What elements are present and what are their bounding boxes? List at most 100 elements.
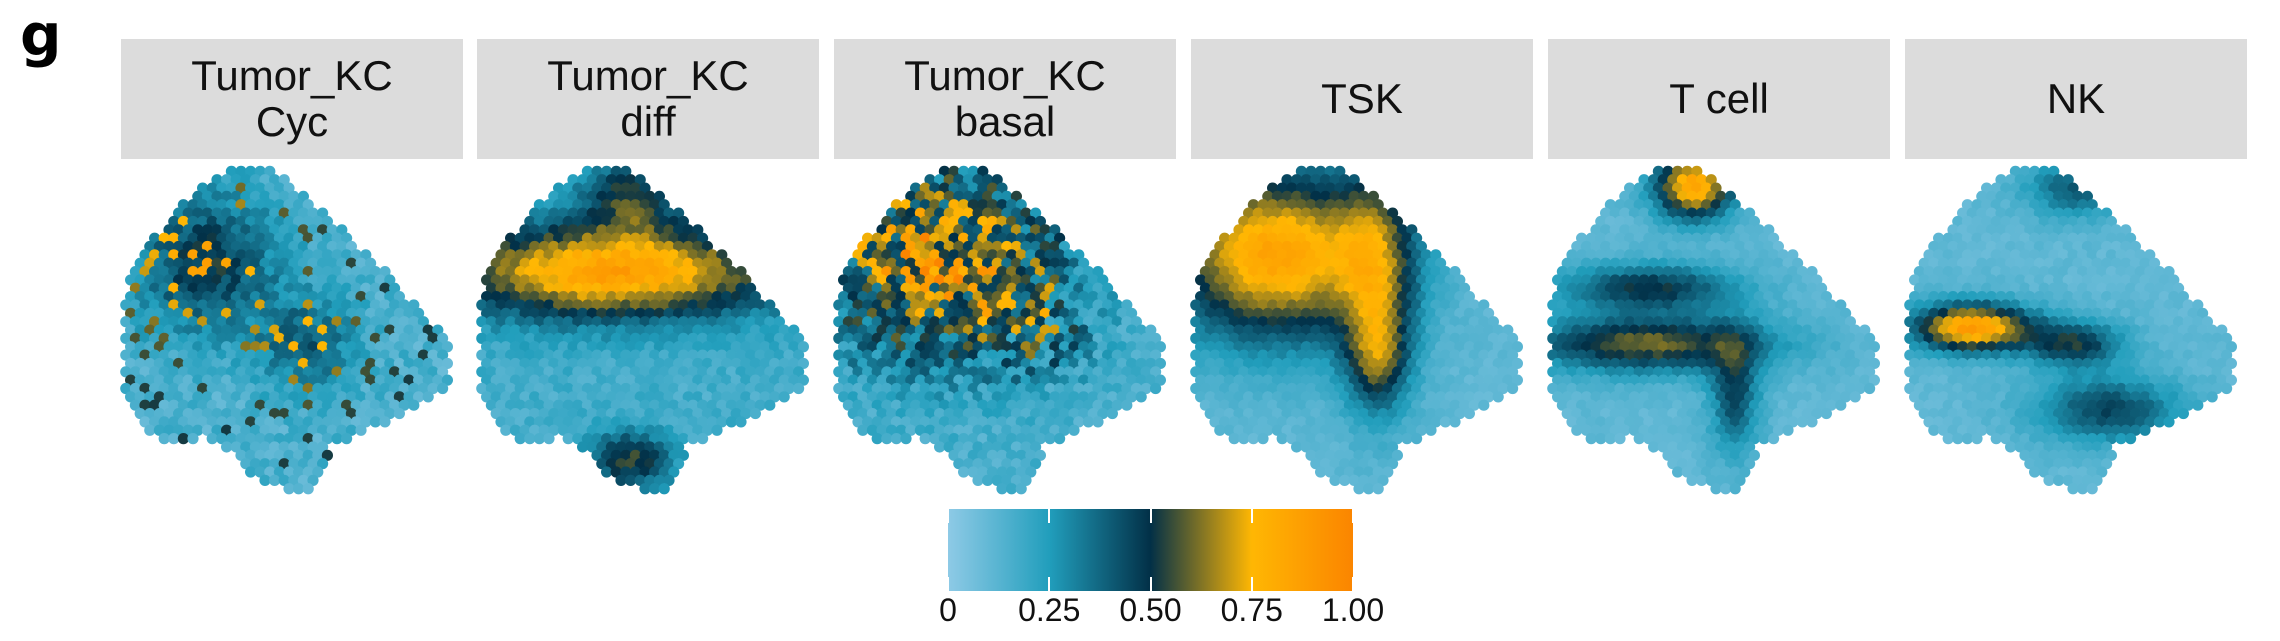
spot xyxy=(1739,382,1751,395)
spot xyxy=(1976,190,1988,203)
facet-header-tumor-kc-cyc: Tumor_KC Cyc xyxy=(121,39,463,159)
spot xyxy=(1734,374,1746,386)
spot xyxy=(177,416,189,428)
spot xyxy=(1444,291,1456,303)
spot xyxy=(553,316,565,328)
spot xyxy=(1291,190,1303,203)
spot xyxy=(1199,282,1211,294)
spot xyxy=(1252,391,1264,403)
spot xyxy=(1576,332,1588,344)
spot xyxy=(658,466,670,478)
spot xyxy=(1329,307,1341,319)
spot xyxy=(692,324,704,336)
spot xyxy=(982,307,994,319)
spot xyxy=(221,190,233,203)
spot xyxy=(591,399,603,411)
spot xyxy=(1580,407,1592,420)
spot xyxy=(644,391,656,403)
spot xyxy=(1391,299,1403,311)
spot xyxy=(886,324,898,336)
spot xyxy=(972,224,984,236)
spot xyxy=(254,382,266,395)
spot xyxy=(577,324,589,336)
spot xyxy=(910,215,922,228)
spot xyxy=(1913,349,1925,361)
spot xyxy=(1420,282,1432,294)
spot xyxy=(876,374,888,386)
spot xyxy=(1286,199,1298,211)
spot xyxy=(2091,257,2103,269)
spot xyxy=(2125,282,2137,294)
spot xyxy=(1006,466,1018,478)
spot xyxy=(389,332,401,344)
spot xyxy=(1353,416,1365,428)
spot xyxy=(168,215,180,228)
spot xyxy=(1214,357,1226,370)
spot xyxy=(958,399,970,411)
spot xyxy=(1624,215,1636,228)
spot xyxy=(572,433,584,445)
spot xyxy=(1643,382,1655,395)
spot xyxy=(2206,324,2218,336)
spot xyxy=(581,332,594,344)
spot xyxy=(1135,357,1147,370)
spot xyxy=(591,199,603,211)
spot xyxy=(1729,483,1741,495)
spot xyxy=(2033,257,2045,269)
spot xyxy=(538,424,550,436)
spot xyxy=(1614,399,1626,411)
spot xyxy=(1782,374,1794,386)
spot xyxy=(1502,341,1514,353)
spot xyxy=(2110,224,2122,236)
spot xyxy=(1257,282,1269,294)
spot xyxy=(1830,307,1842,319)
spot xyxy=(211,240,223,253)
spot xyxy=(2153,299,2165,311)
spot xyxy=(1937,291,1949,303)
spot xyxy=(1300,341,1312,353)
spot xyxy=(1806,299,1818,311)
spot xyxy=(838,357,850,370)
spot xyxy=(1401,382,1413,395)
spot xyxy=(1628,357,1640,370)
spot xyxy=(634,207,646,219)
spot xyxy=(1585,316,1597,328)
spot xyxy=(1353,215,1365,228)
spot xyxy=(235,282,247,294)
spot xyxy=(1662,316,1674,328)
spot xyxy=(495,382,507,395)
spot xyxy=(1276,299,1288,311)
spot xyxy=(1547,382,1559,395)
spot xyxy=(1415,424,1427,436)
spot xyxy=(283,182,295,194)
spot xyxy=(629,249,642,261)
spot xyxy=(163,374,175,386)
spot xyxy=(605,391,618,403)
spot xyxy=(365,407,377,420)
spot xyxy=(1082,332,1094,344)
spot xyxy=(1339,424,1351,436)
spot xyxy=(1001,341,1013,353)
spot xyxy=(1367,240,1379,253)
spot xyxy=(173,207,185,219)
spot xyxy=(1552,274,1564,286)
spot xyxy=(1286,332,1298,344)
spot xyxy=(500,424,512,436)
spot xyxy=(953,441,965,453)
spot xyxy=(1348,357,1360,370)
spot xyxy=(601,449,613,461)
spot xyxy=(1382,399,1394,411)
spot xyxy=(1782,307,1794,319)
spot xyxy=(668,215,680,228)
spot xyxy=(2009,165,2021,177)
spot xyxy=(1247,366,1259,378)
spot xyxy=(797,357,810,370)
spot xyxy=(953,357,965,370)
spot xyxy=(317,291,329,303)
spot xyxy=(1758,332,1770,344)
spot xyxy=(914,240,927,253)
spot xyxy=(230,307,242,319)
spot xyxy=(677,265,690,278)
spot xyxy=(273,332,285,344)
spot xyxy=(1329,174,1341,186)
